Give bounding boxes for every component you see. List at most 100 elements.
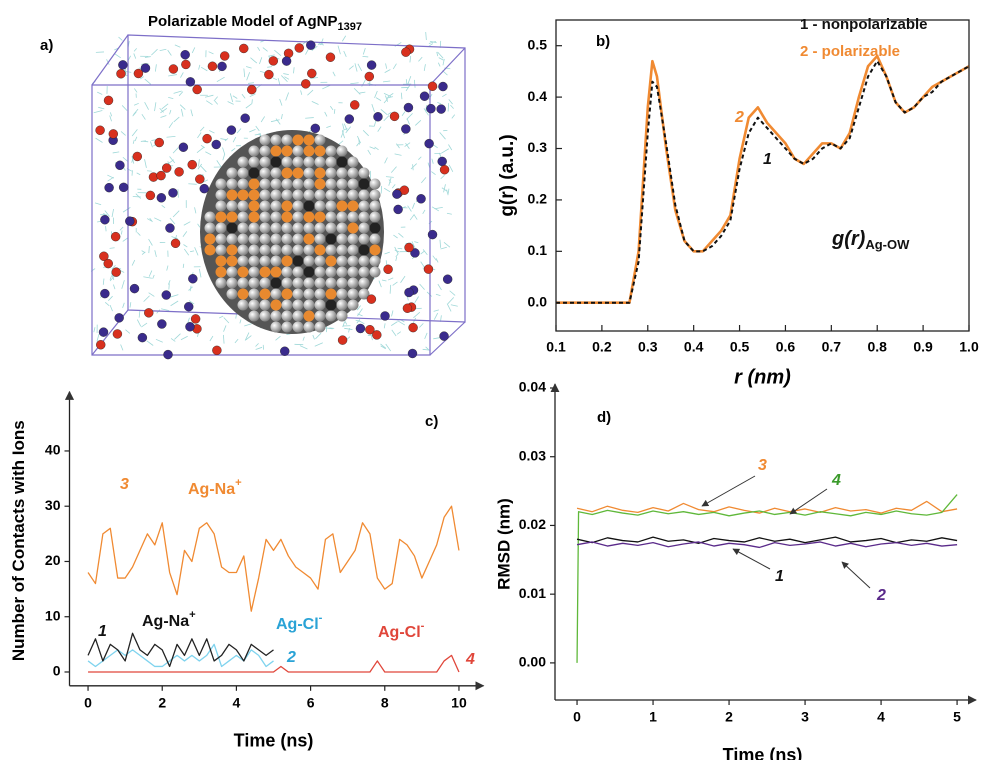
water-molecule	[131, 129, 138, 137]
annotation: 4	[831, 472, 841, 489]
data-line	[576, 541, 958, 549]
ion	[424, 138, 434, 149]
ion	[280, 346, 290, 356]
water-molecule	[109, 115, 112, 122]
water-molecule	[391, 184, 396, 189]
water-molecule	[367, 334, 373, 337]
water-molecule	[197, 132, 202, 139]
water-molecule	[234, 338, 239, 344]
water-molecule	[432, 255, 437, 261]
water-molecule	[383, 323, 386, 329]
water-molecule	[111, 265, 116, 270]
silver-atom	[270, 310, 282, 322]
annotation-text: 4	[465, 651, 475, 668]
water-molecule	[197, 163, 203, 170]
y-axis-label: g(r) (a.u.)	[497, 134, 518, 216]
water-molecule	[383, 98, 389, 104]
silver-atom	[215, 277, 227, 289]
silver-atom	[336, 145, 348, 157]
silver-atom	[226, 167, 238, 179]
water-molecule	[300, 90, 303, 95]
annotation-text: 3	[758, 457, 767, 474]
water-molecule	[446, 212, 452, 215]
silver-atom	[237, 266, 249, 278]
annotation: Ag-Na+	[142, 609, 196, 630]
silver-atom	[270, 189, 282, 201]
water-molecule	[120, 344, 124, 351]
water-molecule	[311, 45, 318, 51]
water-molecule	[173, 90, 182, 94]
silver-atom	[259, 156, 271, 168]
water-molecule	[194, 247, 199, 256]
water-molecule	[322, 84, 331, 90]
water-molecule	[405, 142, 410, 150]
water-molecule	[431, 158, 434, 164]
silver-atom	[325, 167, 337, 179]
ion	[219, 51, 230, 61]
water-molecule	[170, 300, 179, 307]
water-molecule	[299, 345, 308, 350]
panel-label: b)	[596, 33, 610, 50]
water-molecule	[344, 327, 353, 330]
water-molecule	[167, 49, 172, 56]
ion	[404, 242, 414, 253]
ion	[283, 48, 294, 59]
water-molecule	[356, 319, 361, 324]
silver-atom	[314, 222, 326, 234]
water-molecule	[284, 76, 290, 80]
x-tick-label: 2	[725, 709, 733, 725]
ion	[161, 163, 172, 173]
silver-atom	[314, 211, 326, 223]
plot-frame	[555, 19, 970, 332]
ion	[355, 323, 366, 334]
water-molecule	[246, 66, 252, 69]
ion	[110, 231, 121, 242]
ion	[154, 137, 164, 148]
silver-atom	[281, 189, 293, 201]
water-molecule	[441, 148, 450, 154]
water-molecule	[391, 310, 394, 317]
water-molecule	[428, 43, 434, 47]
water-molecule	[255, 343, 259, 347]
ion	[96, 340, 106, 350]
silver-atom	[336, 233, 348, 245]
water-molecule	[438, 57, 444, 61]
water-molecule	[190, 250, 195, 253]
silver-atom	[325, 145, 337, 157]
ion	[156, 170, 166, 181]
water-molecule	[409, 55, 412, 63]
x-tick-label: 2	[158, 695, 166, 711]
silver-atom	[281, 321, 293, 333]
water-molecule	[135, 193, 141, 199]
silver-atom	[303, 211, 315, 223]
silver-atom	[369, 233, 381, 245]
water-molecule	[198, 159, 200, 167]
water-molecule	[98, 106, 105, 110]
ion	[168, 188, 178, 198]
silver-atom	[292, 244, 304, 256]
ion	[427, 81, 438, 91]
ion	[442, 274, 453, 284]
ion	[133, 68, 144, 79]
water-molecule	[119, 226, 124, 231]
water-molecule	[168, 74, 178, 77]
water-molecule	[249, 93, 256, 97]
water-molecule	[93, 327, 96, 333]
water-molecule	[173, 116, 180, 123]
silver-atom	[303, 266, 315, 278]
silver-atom	[237, 288, 249, 300]
silver-atom	[347, 266, 359, 278]
water-molecule	[380, 109, 388, 115]
silver-atom	[303, 189, 315, 201]
silver-atom	[347, 244, 359, 256]
silver-atom	[325, 277, 337, 289]
water-molecule	[154, 64, 157, 72]
water-molecule	[342, 123, 345, 130]
water-molecule	[154, 217, 162, 222]
water-molecule	[345, 126, 352, 134]
silver-atom	[226, 178, 238, 190]
silver-atom	[270, 266, 282, 278]
water-molecule	[443, 184, 446, 193]
water-molecule	[196, 147, 204, 153]
